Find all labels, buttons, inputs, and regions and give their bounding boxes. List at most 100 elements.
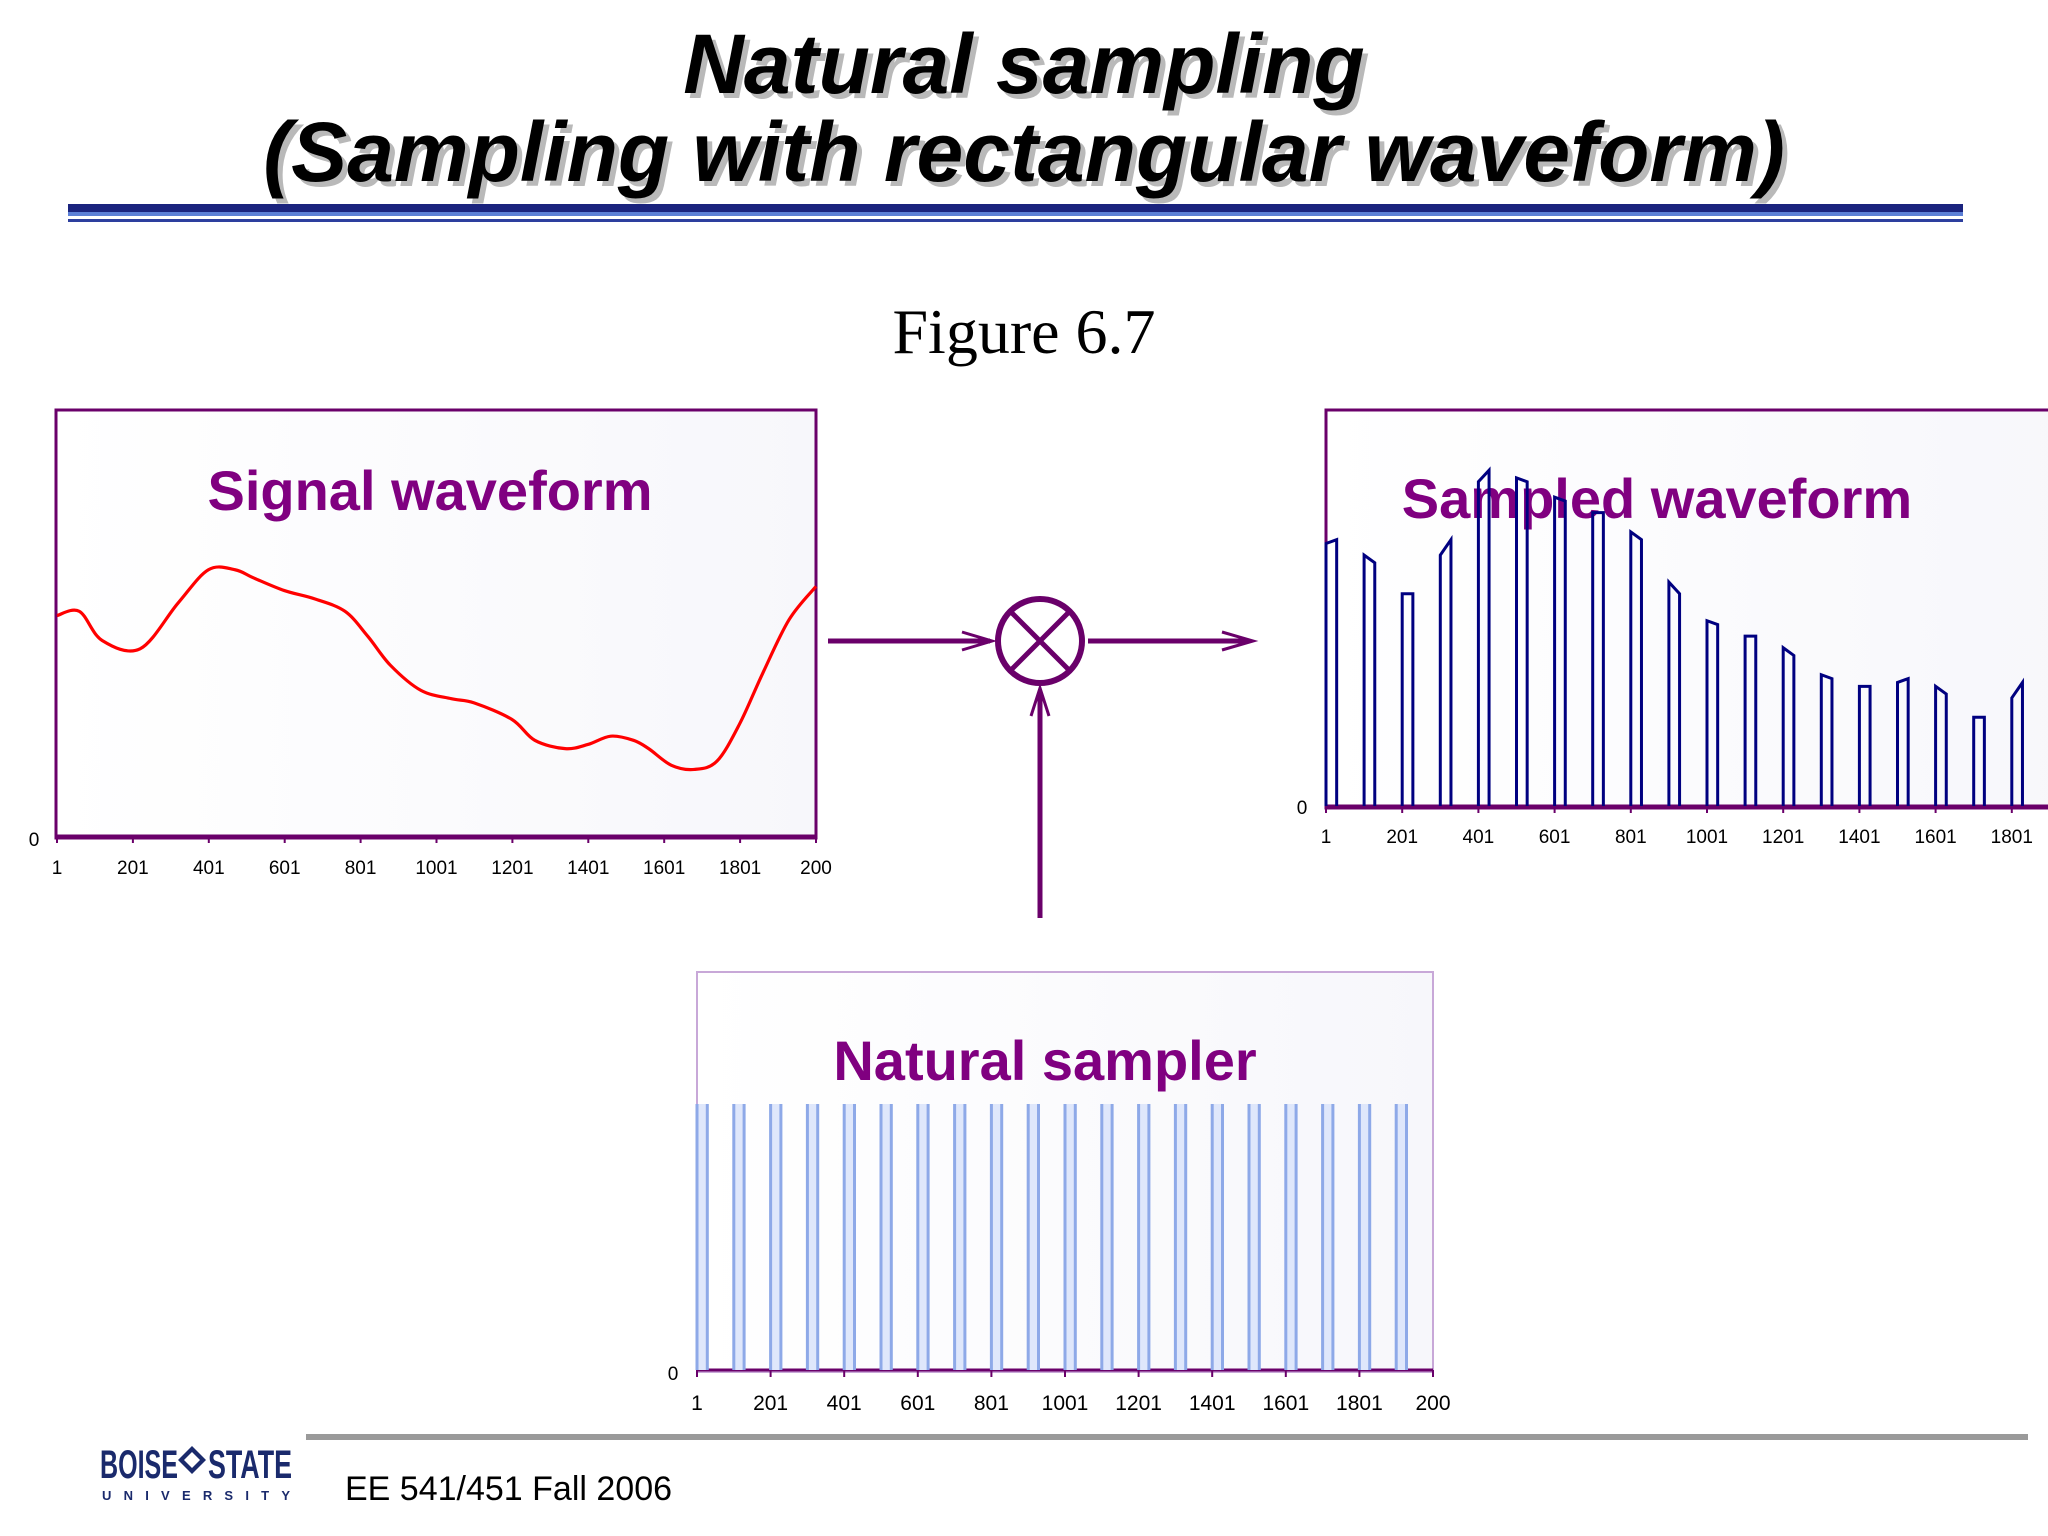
signal-x-tick-label: 801 (345, 858, 377, 879)
sampler-arrow-icon (1029, 683, 1051, 717)
slide-title-line1: Natural sampling (683, 17, 1365, 111)
sampler-pulse (807, 1104, 818, 1370)
sampler-pulse (1359, 1104, 1370, 1370)
sampled-waveform-panel: Sampled waveform 0 1 201 401 601 801 1001 1201… (1297, 408, 2048, 848)
sampler-x-tick-label: 1201 (1115, 1392, 1162, 1415)
sampled-x-tick-label: 1601 (1914, 827, 1956, 848)
sampler-y-zero-label: 0 (668, 1364, 679, 1385)
sampled-pulse (1400, 592, 1415, 806)
sampled-x-tick-label: 401 (1463, 827, 1495, 848)
title-underline-mid (68, 212, 1963, 216)
sampler-pulse (844, 1104, 855, 1370)
signal-x-tick-label: 401 (193, 858, 225, 879)
sampled-y-zero-label: 0 (1297, 798, 1308, 819)
sampler-pulse (881, 1104, 892, 1370)
sampled-pulse (1896, 676, 1910, 806)
logo-word-university: UNIVERSITY (102, 1488, 290, 1503)
signal-series-line (56, 565, 818, 772)
signal-x-tick-label: 1601 (643, 858, 685, 879)
sampled-pulse (1857, 684, 1872, 806)
sampled-x-tick-label: 201 (1386, 827, 1418, 848)
signal-x-tick-label: 601 (269, 858, 301, 879)
sampled-pulse (1438, 534, 1453, 806)
sampled-pulse (2010, 677, 2024, 806)
footer-rule (306, 1434, 2028, 1440)
natural-sampler-panel: Natural sampler 0 1 201 401 601 801 1001 1201 1… (668, 971, 1451, 1415)
title-underline-thick (68, 204, 1963, 212)
sampler-x-tick-label: 200 (1415, 1392, 1450, 1415)
sampler-pulse (1175, 1104, 1186, 1370)
sampled-pulse (1629, 529, 1643, 806)
signal-x-tick-label: 200 (800, 858, 832, 879)
sampler-pulse (1285, 1104, 1297, 1370)
sampled-pulse (1667, 578, 1682, 806)
sampled-pulse (1972, 715, 1986, 806)
title-underline-thin (68, 219, 1963, 222)
sampled-pulse (1781, 644, 1796, 806)
sampler-x-tick-label: 201 (753, 1392, 788, 1415)
sampler-x-tick-label: 1 (691, 1392, 703, 1415)
sampler-pulse (1101, 1104, 1113, 1370)
slide-title-line2: (Sampling with rectangular waveform) (263, 105, 1785, 199)
sampled-pulse (1743, 634, 1758, 806)
sampler-pulse (954, 1104, 965, 1370)
sampled-x-tick-label: 1201 (1762, 827, 1804, 848)
sampled-x-tick-label: 601 (1539, 827, 1571, 848)
sampled-pulse (1476, 466, 1491, 806)
sampler-pulse (1249, 1104, 1260, 1370)
logo-diamond-accent (184, 1452, 200, 1468)
circle-times-stroke-b (1009, 610, 1071, 672)
multiplier-block (828, 596, 1259, 918)
signal-x-tick-label: 1401 (567, 858, 609, 879)
signal-x-tick-label: 1201 (491, 858, 533, 879)
signal-panel-frame (54, 408, 818, 840)
circle-times-icon (995, 596, 1085, 686)
signal-x-tick-label: 1001 (415, 858, 457, 879)
sampled-pulse (1553, 495, 1567, 806)
sampled-pulse (1324, 537, 1339, 806)
sampled-x-tick-label: 1 (1321, 827, 1332, 848)
signal-waveform-panel: Signal waveform 0 1 201 401 601 801 1001 1201 1… (29, 408, 832, 879)
title-underline (68, 204, 1963, 222)
sampled-x-tick-label: 801 (1615, 827, 1647, 848)
sampler-x-tick-label: 1601 (1262, 1392, 1309, 1415)
signal-panel-title: Signal waveform (207, 459, 652, 522)
sampled-pulse (1934, 683, 1948, 806)
sampler-panel-title: Natural sampler (833, 1029, 1256, 1092)
sampled-x-tick-label: 1801 (1991, 827, 2033, 848)
figure-label: Figure 6.7 (892, 296, 1156, 367)
sampler-pulse (917, 1104, 929, 1370)
logo-word-state: STATE (208, 1443, 292, 1487)
signal-x-tick-label: 201 (117, 858, 149, 879)
footer-course-label: EE 541/451 Fall 2006 (345, 1470, 673, 1508)
sampled-pulse (1819, 672, 1834, 806)
sampler-pulse (1396, 1104, 1407, 1370)
sampler-pulse (770, 1104, 781, 1370)
sampled-x-tick-label: 1401 (1838, 827, 1880, 848)
boise-state-logo: BOISE STATE UNIVERSITY (100, 1443, 292, 1503)
sampler-x-tick-label: 1001 (1042, 1392, 1089, 1415)
sampled-panel-title: Sampled waveform (1402, 467, 1912, 530)
sampler-pulse (1212, 1104, 1223, 1370)
sampler-pulse (1138, 1104, 1149, 1370)
sampler-pulse (1028, 1104, 1039, 1370)
signal-x-tick-label: 1 (52, 858, 63, 879)
sampled-pulse (1591, 511, 1605, 806)
sampled-pulse (1515, 475, 1529, 806)
sampled-pulse (1362, 552, 1377, 806)
sampler-x-tick-label: 401 (827, 1392, 862, 1415)
sampler-pulse (991, 1104, 1002, 1370)
sampler-pulse (697, 1104, 708, 1370)
output-arrow-icon (1221, 630, 1259, 652)
sampled-x-tick-label: 1001 (1686, 827, 1728, 848)
input-arrow-icon (961, 630, 998, 652)
sampler-x-tick-label: 1401 (1189, 1392, 1236, 1415)
sampler-x-tick-label: 1801 (1336, 1392, 1383, 1415)
logo-word-boise: BOISE (100, 1443, 178, 1487)
sampler-x-tick-label: 601 (900, 1392, 935, 1415)
signal-x-tick-label: 1801 (719, 858, 761, 879)
sampled-pulse (1705, 618, 1720, 806)
signal-y-zero-label: 0 (29, 830, 40, 851)
sampler-x-tick-label: 801 (974, 1392, 1009, 1415)
